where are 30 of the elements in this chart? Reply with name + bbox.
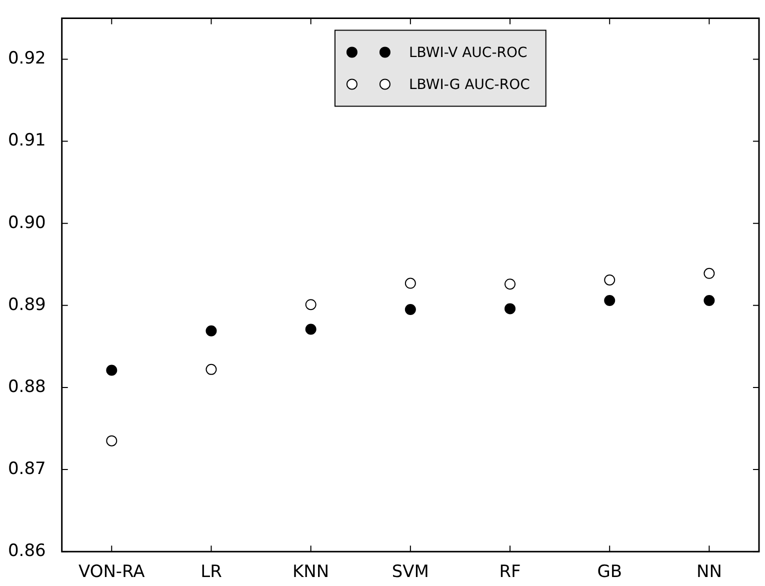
x-tick-label: RF xyxy=(499,562,521,582)
legend-label: LBWI-V AUC-ROC xyxy=(408,44,528,61)
point xyxy=(106,364,118,376)
point xyxy=(604,294,616,306)
x-tick-label: NN xyxy=(696,562,722,582)
x-tick-label: LR xyxy=(200,562,222,582)
x-tick-label: GB xyxy=(597,562,622,582)
y-tick-label: 0.87 xyxy=(8,458,46,479)
point xyxy=(404,278,416,289)
point xyxy=(604,274,616,286)
point xyxy=(305,324,316,335)
y-tick-label: 0.88 xyxy=(8,376,46,397)
point xyxy=(106,435,118,446)
y-tick-label: 0.92 xyxy=(8,48,46,69)
point xyxy=(704,294,715,306)
point xyxy=(305,299,316,310)
point xyxy=(404,304,416,316)
y-tick-label: 0.91 xyxy=(8,130,46,151)
point xyxy=(704,268,715,279)
point xyxy=(206,325,217,336)
point xyxy=(504,303,516,314)
y-tick-label: 0.90 xyxy=(8,212,46,233)
y-tick-label: 0.89 xyxy=(8,294,46,315)
point xyxy=(206,364,217,375)
legend-label: LBWI-G AUC-ROC xyxy=(408,76,530,93)
x-tick-label: VON-RA xyxy=(78,562,146,582)
x-tick-label: SVM xyxy=(392,562,429,582)
point xyxy=(504,278,516,290)
x-tick-label: KNN xyxy=(292,562,330,582)
y-tick-label: 0.86 xyxy=(8,541,46,562)
